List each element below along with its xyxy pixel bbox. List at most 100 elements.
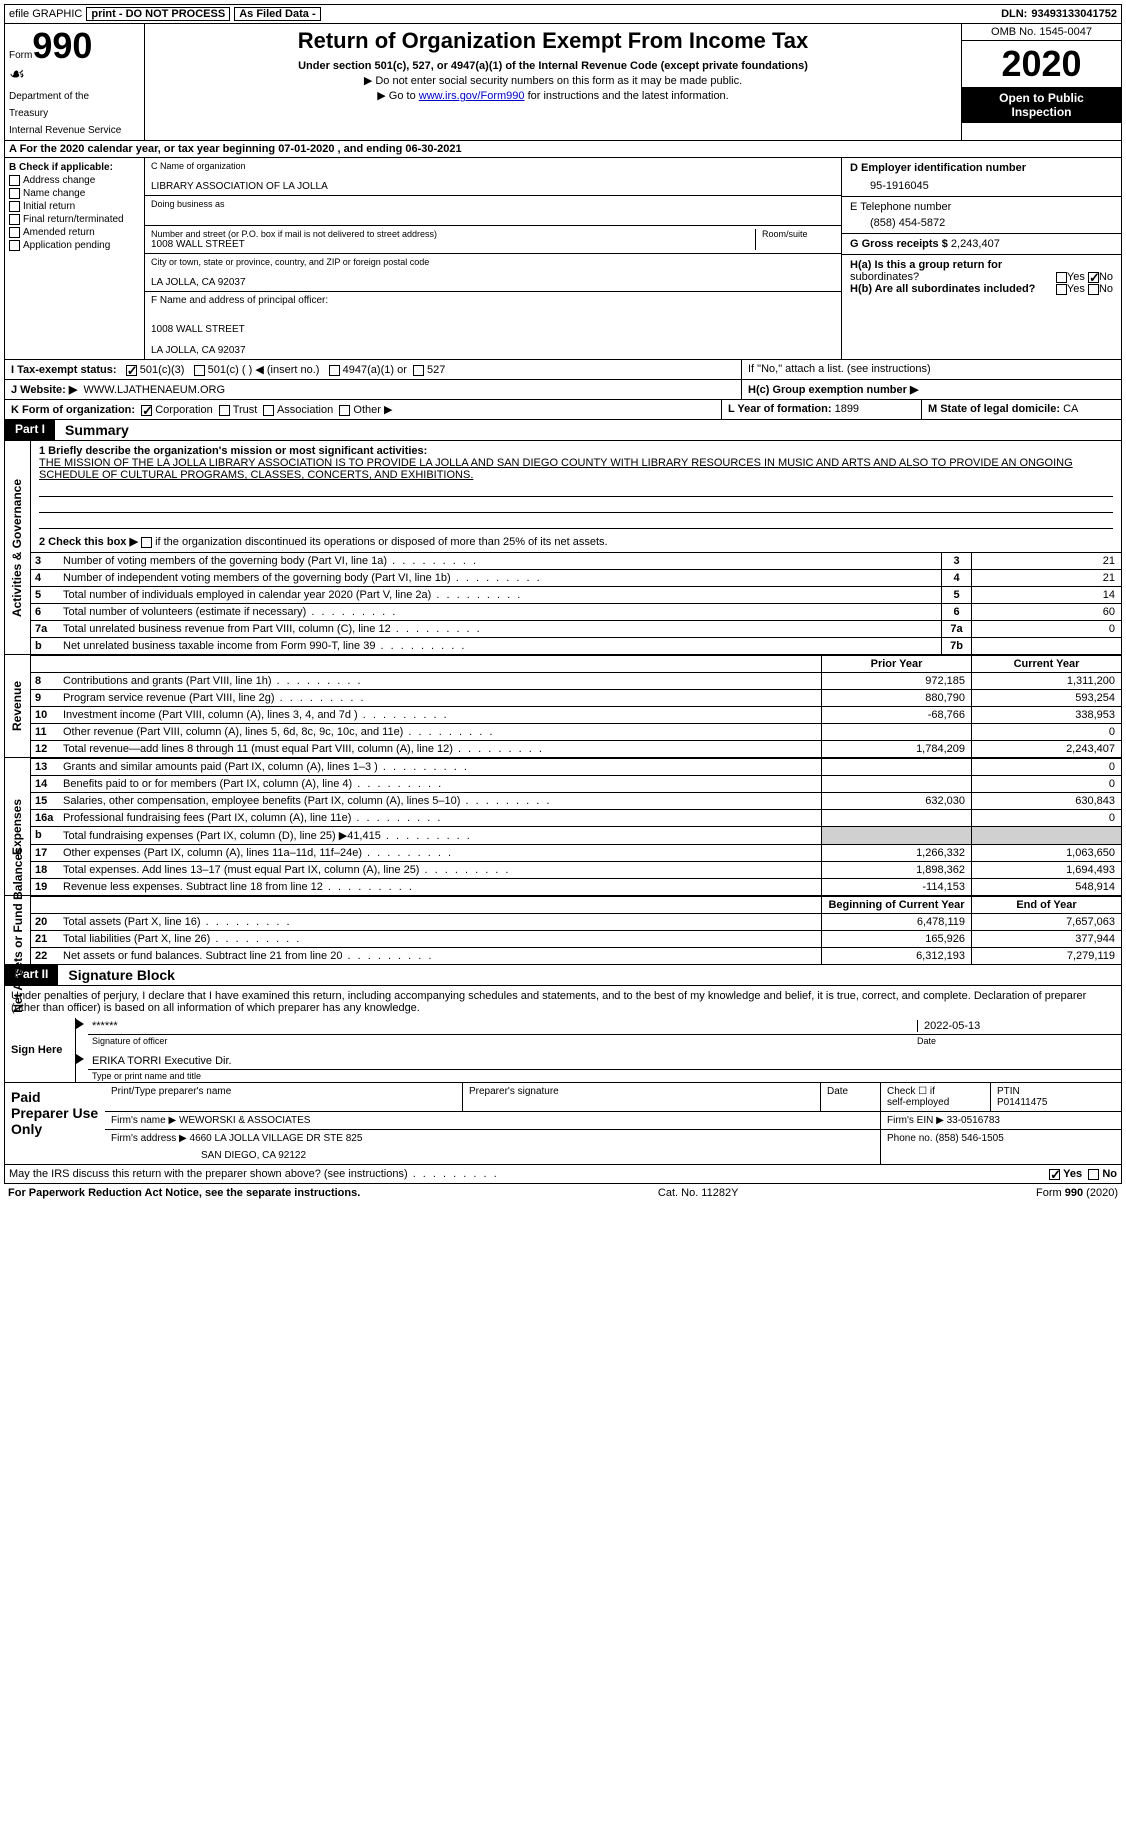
sign-here-label: Sign Here [5, 1018, 75, 1082]
cb-other[interactable] [339, 405, 350, 416]
topbar: efile GRAPHIC print - DO NOT PROCESS As … [4, 4, 1122, 24]
line1-label: 1 Briefly describe the organization's mi… [39, 445, 1113, 457]
irs-link[interactable]: www.irs.gov/Form990 [419, 90, 525, 102]
pra-notice: For Paperwork Reduction Act Notice, see … [8, 1187, 360, 1199]
row-j: J Website: ▶ WWW.LJATHENAEUM.ORG H(c) Gr… [4, 380, 1122, 400]
table-row: 21Total liabilities (Part X, line 26)165… [31, 930, 1121, 947]
arrow-icon [76, 1019, 84, 1029]
cb-ha-no[interactable] [1088, 272, 1099, 283]
cb-amended-return[interactable] [9, 227, 20, 238]
dba-label: Doing business as [151, 199, 835, 209]
sign-here-row: Sign Here ****** 2022-05-13 Signature of… [5, 1018, 1121, 1082]
cb-initial-return[interactable] [9, 201, 20, 212]
revenue-rows: 8Contributions and grants (Part VIII, li… [31, 672, 1121, 757]
name-title-label: Type or print name and title [88, 1070, 1121, 1082]
table-row: 14Benefits paid to or for members (Part … [31, 775, 1121, 792]
gov-row: bNet unrelated business taxable income f… [31, 637, 1121, 654]
table-row: 9Program service revenue (Part VIII, lin… [31, 689, 1121, 706]
paid-preparer: Paid Preparer Use Only Print/Type prepar… [4, 1083, 1122, 1165]
cat-no: Cat. No. 11282Y [658, 1187, 739, 1199]
i-label: I Tax-exempt status: [11, 364, 117, 376]
cb-discuss-no[interactable] [1088, 1169, 1099, 1180]
table-row: 19Revenue less expenses. Subtract line 1… [31, 878, 1121, 895]
net-header: Beginning of Current Year End of Year [31, 896, 1121, 913]
row-a-tax-year: A For the 2020 calendar year, or tax yea… [4, 141, 1122, 158]
table-row: 18Total expenses. Add lines 13–17 (must … [31, 861, 1121, 878]
cb-address-change[interactable] [9, 175, 20, 186]
ptin-label: PTIN [997, 1086, 1115, 1097]
firm-address-1: Firm's address ▶ 4660 LA JOLLA VILLAGE D… [111, 1133, 874, 1144]
sig-date: 2022-05-13 [917, 1020, 1117, 1032]
firm-ein: Firm's EIN ▶ 33-0516783 [881, 1112, 1121, 1129]
addr-label: Number and street (or P.O. box if mail i… [151, 229, 745, 239]
m-label: M State of legal domicile: [928, 403, 1060, 415]
cb-ha-yes[interactable] [1056, 272, 1067, 283]
gov-row: 3Number of voting members of the governi… [31, 552, 1121, 569]
cb-corp[interactable] [141, 405, 152, 416]
dept-line1: Department of the [9, 91, 140, 102]
table-row: 8Contributions and grants (Part VIII, li… [31, 672, 1121, 689]
expense-rows: 13Grants and similar amounts paid (Part … [31, 758, 1121, 895]
table-row: 13Grants and similar amounts paid (Part … [31, 758, 1121, 775]
header-right: OMB No. 1545-0047 2020 Open to Public In… [961, 24, 1121, 140]
block-bcdefg: B Check if applicable: Address change Na… [4, 158, 1122, 360]
discuss-row: May the IRS discuss this return with the… [4, 1165, 1122, 1184]
street-address: 1008 WALL STREET [151, 239, 745, 250]
discuss-question: May the IRS discuss this return with the… [9, 1168, 408, 1180]
year-formation: 1899 [835, 403, 859, 415]
c-name-label: C Name of organization [151, 161, 835, 171]
table-row: bTotal fundraising expenses (Part IX, co… [31, 826, 1121, 844]
cb-501c3[interactable] [126, 365, 137, 376]
net-asset-rows: 20Total assets (Part X, line 16)6,478,11… [31, 913, 1121, 964]
cb-discuss-yes[interactable] [1049, 1169, 1060, 1180]
omb-number: OMB No. 1545-0047 [962, 24, 1121, 41]
header: Form990 ☙ Department of the Treasury Int… [4, 24, 1122, 141]
part-ii-header: Part II Signature Block [4, 965, 1122, 986]
asfiled-button[interactable]: As Filed Data - [234, 7, 320, 21]
cb-final-return[interactable] [9, 214, 20, 225]
form-number-block: Form990 ☙ Department of the Treasury Int… [5, 24, 145, 140]
phone-value: (858) 454-5872 [850, 217, 1113, 229]
part-i-title: Summary [55, 420, 1121, 440]
cb-hb-no[interactable] [1088, 284, 1099, 295]
room-label: Room/suite [762, 229, 835, 239]
cb-discontinued[interactable] [141, 537, 152, 548]
efile-label: efile GRAPHIC [9, 8, 82, 20]
prep-sig-label: Preparer's signature [463, 1083, 821, 1111]
part-i-header: Part I Summary [4, 420, 1122, 441]
form-page: Form 990 (2020) [1036, 1187, 1118, 1199]
governance-rows: 3Number of voting members of the governi… [31, 552, 1121, 654]
cb-application-pending[interactable] [9, 240, 20, 251]
col-d-g: D Employer identification number 95-1916… [841, 158, 1121, 359]
cb-527[interactable] [413, 365, 424, 376]
subtitle-1: Under section 501(c), 527, or 4947(a)(1)… [153, 60, 953, 72]
part-i-num: Part I [5, 420, 55, 440]
j-label: J Website: ▶ [11, 384, 77, 396]
firm-name: Firm's name ▶ WEWORSKI & ASSOCIATES [105, 1112, 881, 1129]
cb-trust[interactable] [219, 405, 230, 416]
city-label: City or town, state or province, country… [151, 257, 835, 267]
form-word: Form [9, 50, 32, 61]
cb-501c[interactable] [194, 365, 205, 376]
org-name: LIBRARY ASSOCIATION OF LA JOLLA [151, 181, 835, 192]
cb-name-change[interactable] [9, 188, 20, 199]
date-label: Date [917, 1036, 1117, 1046]
dln-label: DLN: [1001, 8, 1027, 20]
cb-4947[interactable] [329, 365, 340, 376]
cb-assoc[interactable] [263, 405, 274, 416]
table-row: 10Investment income (Part VIII, column (… [31, 706, 1121, 723]
hb-label: H(b) Are all subordinates included? [850, 283, 1035, 295]
print-button[interactable]: print - DO NOT PROCESS [86, 7, 230, 21]
l-label: L Year of formation: [728, 403, 832, 415]
tax-year: 2020 [962, 41, 1121, 87]
cb-hb-yes[interactable] [1056, 284, 1067, 295]
col-c-f: C Name of organization LIBRARY ASSOCIATI… [145, 158, 841, 359]
domicile-state: CA [1063, 403, 1078, 415]
subtitle-2: ▶ Do not enter social security numbers o… [153, 74, 953, 87]
e-label: E Telephone number [850, 201, 1113, 213]
k-label: K Form of organization: [11, 404, 135, 416]
col-b-title: B Check if applicable: [9, 162, 140, 173]
gross-receipts: 2,243,407 [951, 238, 1000, 250]
firm-phone: Phone no. (858) 546-1505 [881, 1130, 1121, 1164]
blank-line [39, 483, 1113, 497]
